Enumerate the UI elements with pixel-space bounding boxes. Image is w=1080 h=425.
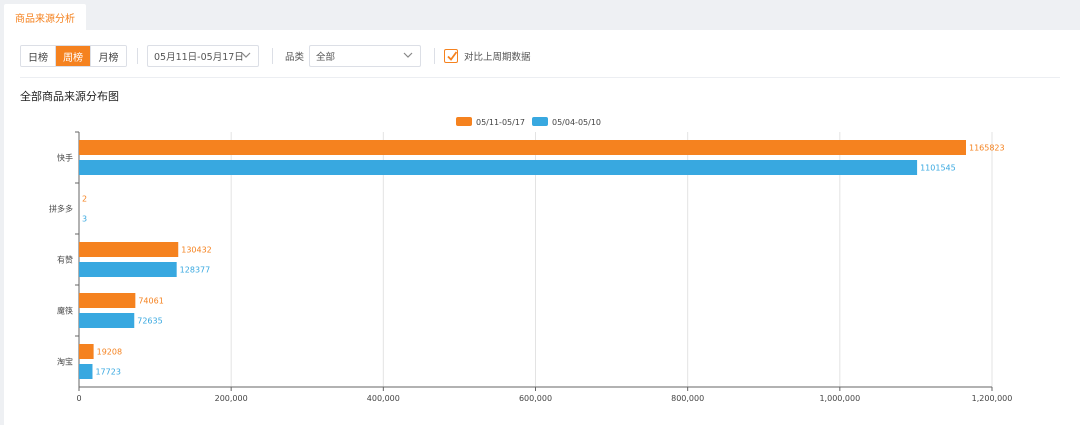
data-label: 3: [82, 215, 87, 224]
x-tick-label: 200,000: [215, 394, 248, 403]
y-tick-label: 有赞: [57, 255, 73, 265]
app-window: 商品来源分析 日榜 周榜 月榜 05月11日-05月17日 品类 全部 对比上周…: [4, 0, 1080, 425]
category-label: 品类: [285, 52, 305, 63]
y-tick-label: 拼多多: [49, 204, 73, 214]
chevron-down-icon: [241, 52, 251, 58]
x-tick-label: 1,000,000: [819, 394, 860, 403]
compare-previous-checkbox[interactable]: [444, 49, 458, 63]
x-tick-label: 800,000: [671, 394, 704, 403]
date-range-value: 05月11日-05月17日: [154, 52, 244, 63]
weekly-ranking-button[interactable]: 周榜: [56, 46, 91, 66]
bar-淘宝-1: [79, 344, 94, 359]
data-label: 1165823: [969, 144, 1005, 153]
y-tick-label: 淘宝: [57, 357, 73, 367]
data-label: 130432: [181, 246, 212, 255]
compare-previous-label: 对比上周期数据: [464, 52, 531, 63]
data-label: 128377: [180, 266, 211, 275]
bar-chart: 0 200,000 400,000 600,000 800,000 1,000,000 1,…: [49, 117, 1013, 403]
category-value: 全部: [316, 52, 336, 63]
category-select[interactable]: 全部: [309, 45, 421, 67]
bar-淘宝-2: [79, 364, 93, 379]
legend-label: 05/11-05/17: [476, 118, 525, 127]
bar-有赞-1: [79, 242, 179, 257]
monthly-ranking-button[interactable]: 月榜: [91, 46, 126, 66]
legend-swatch: [532, 117, 548, 126]
bar-快手-2: [79, 160, 918, 175]
divider-line: [20, 77, 1060, 78]
data-label: 1101545: [920, 164, 956, 173]
date-range-select[interactable]: 05月11日-05月17日: [147, 45, 259, 67]
tab-product-source-analysis[interactable]: 商品来源分析: [4, 4, 86, 30]
divider: [137, 48, 138, 64]
y-tick-label: 魔筷: [57, 306, 73, 316]
x-tick-label: 0: [76, 394, 81, 403]
bar-魔筷-1: [79, 293, 136, 308]
period-segmented-control: 日榜 周榜 月榜: [20, 45, 127, 67]
chevron-down-icon: [403, 52, 413, 58]
data-label: 19208: [97, 348, 122, 357]
bar-有赞-2: [79, 262, 177, 277]
bar-魔筷-2: [79, 313, 135, 328]
daily-ranking-button[interactable]: 日榜: [21, 46, 56, 66]
divider: [434, 48, 435, 64]
x-tick-label: 600,000: [519, 394, 552, 403]
y-tick-label: 快手: [57, 153, 73, 163]
data-label: 72635: [137, 317, 162, 326]
data-label: 17723: [95, 368, 120, 377]
legend-swatch: [456, 117, 472, 126]
legend-label: 05/04-05/10: [552, 118, 601, 127]
data-label: 2: [82, 195, 87, 204]
data-label: 74061: [138, 297, 163, 306]
divider: [272, 48, 273, 64]
chart-section-title: 全部商品来源分布图: [20, 90, 119, 103]
main-panel: 日榜 周榜 月榜 05月11日-05月17日 品类 全部 对比上周期数据 全部商…: [4, 30, 1080, 425]
x-tick-label: 400,000: [367, 394, 400, 403]
bar-快手-1: [79, 140, 966, 155]
x-tick-label: 1,200,000: [972, 394, 1013, 403]
checkmark-icon: [447, 51, 458, 61]
